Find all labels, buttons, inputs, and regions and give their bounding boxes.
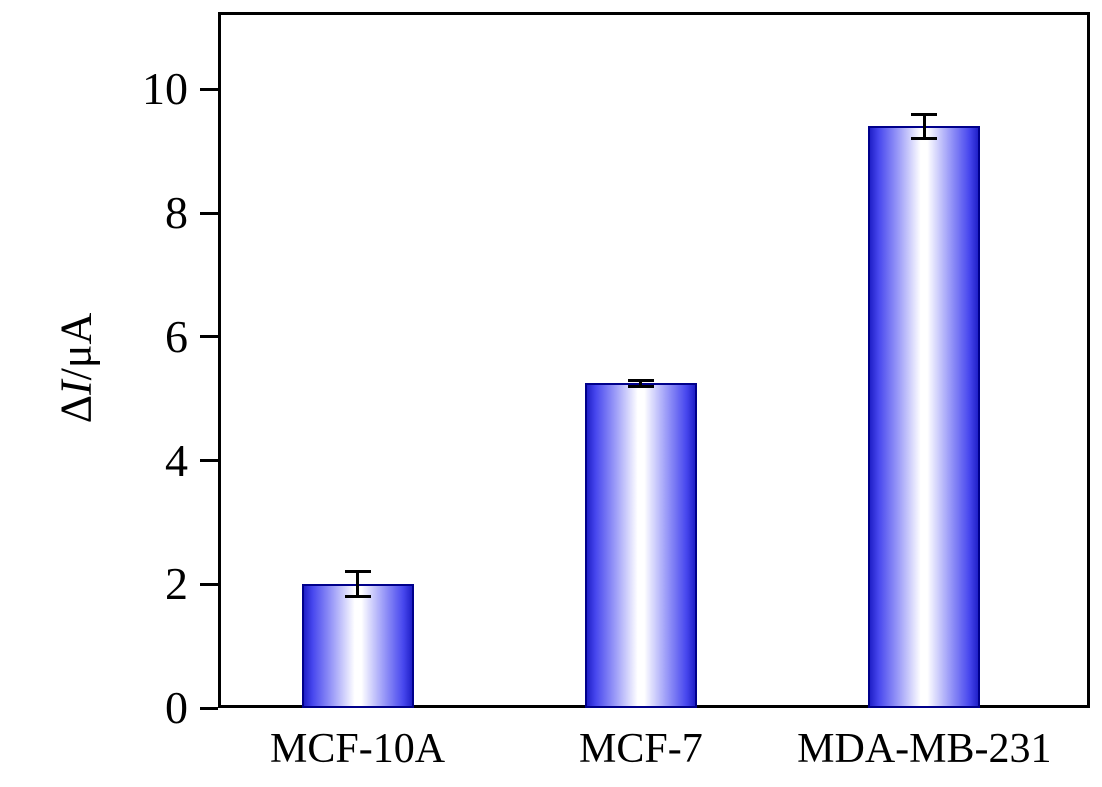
y-tick-mark xyxy=(200,706,218,710)
error-bar-cap-top xyxy=(344,570,371,574)
bar-mda-mb-231 xyxy=(868,126,981,708)
y-tick-mark xyxy=(200,211,218,215)
error-bar-cap-bottom xyxy=(344,595,371,599)
x-category-label: MCF-7 xyxy=(579,726,703,772)
y-tick-mark xyxy=(200,335,218,339)
error-bar-line xyxy=(922,114,926,139)
y-tick-label: 0 xyxy=(165,682,188,733)
bar-mcf-10a xyxy=(301,584,414,708)
error-bar-cap-top xyxy=(627,378,654,382)
y-tick-mark xyxy=(200,459,218,463)
error-bar-line xyxy=(356,571,360,597)
y-tick-label: 4 xyxy=(165,434,188,486)
error-bar-cap-top xyxy=(911,112,938,116)
bar-mcf-7 xyxy=(584,383,697,708)
y-tick-label: 2 xyxy=(165,558,188,610)
y-tick-label: 10 xyxy=(142,63,188,115)
error-bar-line xyxy=(639,380,643,387)
y-axis-label-delta: Δ xyxy=(51,394,101,424)
x-category-label: MDA-MB-231 xyxy=(797,726,1052,772)
y-tick-label: 6 xyxy=(165,310,188,362)
y-tick-mark xyxy=(200,582,218,586)
error-bar-cap-bottom xyxy=(627,384,654,388)
x-category-label: MCF-10A xyxy=(269,726,446,772)
y-tick-label: 8 xyxy=(165,187,188,239)
y-tick-mark xyxy=(200,87,218,91)
y-axis-label-symbol: I xyxy=(51,380,101,395)
error-bar-cap-bottom xyxy=(911,137,938,141)
